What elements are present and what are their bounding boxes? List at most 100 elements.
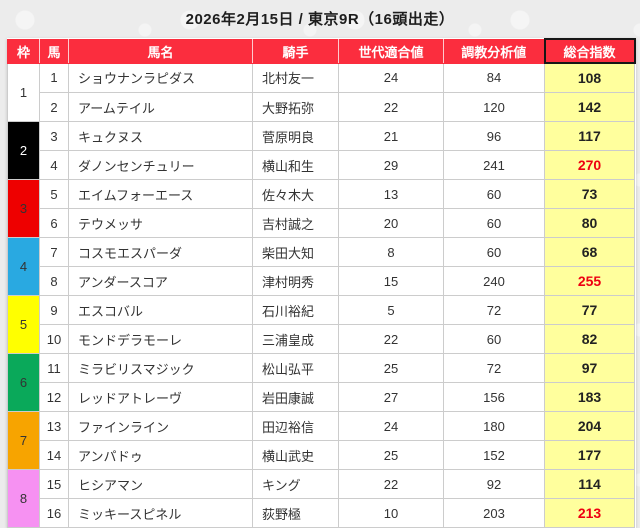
frame-number-cell: 7	[7, 411, 40, 470]
frame-number-cell: 2	[7, 121, 40, 180]
horse-row: 1 1 ショウナンラピダス 北村友一 24 84 108	[7, 62, 635, 122]
horse-row: 6 テウメッサ 吉村誠之 20 60 80	[8, 208, 635, 238]
training-analysis-cell: 72	[443, 353, 545, 383]
horse-row: 7 13 ファインライン 田辺裕信 24 180 204	[7, 411, 635, 470]
frame-number-cell: 3	[7, 179, 40, 238]
horse-number-cell: 16	[39, 498, 69, 528]
generation-fit-cell: 24	[338, 62, 444, 93]
jockey-cell: 津村明秀	[252, 266, 339, 296]
horse-number-cell: 10	[39, 324, 69, 354]
frame-number-cell: 8	[7, 469, 40, 528]
generation-fit-cell: 27	[338, 382, 444, 412]
generation-fit-cell: 29	[338, 150, 444, 180]
training-analysis-cell: 120	[443, 92, 545, 122]
jockey-cell: 石川裕紀	[252, 295, 339, 325]
generation-fit-cell: 5	[338, 295, 444, 325]
generation-fit-cell: 21	[338, 121, 444, 151]
jockey-cell: 大野拓弥	[252, 92, 339, 122]
training-analysis-cell: 84	[443, 62, 545, 93]
horse-row: 10 モンドデラモーレ 三浦皇成 22 60 82	[8, 324, 635, 354]
header-training-analysis: 調教分析値	[443, 38, 545, 64]
horse-number-cell: 9	[39, 295, 69, 325]
horse-number-cell: 3	[39, 121, 69, 151]
jockey-cell: 横山和生	[252, 150, 339, 180]
total-index-cell: 82	[544, 324, 635, 354]
jockey-cell: 田辺裕信	[252, 411, 339, 441]
horse-name-cell: ミッキースピネル	[68, 498, 253, 528]
horse-number-cell: 4	[39, 150, 69, 180]
training-analysis-cell: 96	[443, 121, 545, 151]
horse-row: 16 ミッキースピネル 荻野極 10 203 213	[8, 498, 635, 528]
training-analysis-cell: 92	[443, 469, 545, 499]
total-index-cell: 142	[544, 92, 635, 122]
training-analysis-cell: 60	[443, 324, 545, 354]
horse-name-cell: アンダースコア	[68, 266, 253, 296]
horse-number-cell: 11	[39, 353, 69, 383]
horse-name-cell: アームテイル	[68, 92, 253, 122]
total-index-cell: 213	[544, 498, 635, 528]
total-index-cell: 68	[544, 237, 635, 267]
horse-row: 3 5 エイムフォーエース 佐々木大 13 60 73	[7, 179, 635, 238]
header-jockey: 騎手	[252, 38, 339, 64]
horse-row: 5 9 エスコバル 石川裕紀 5 72 77	[7, 295, 635, 354]
training-analysis-cell: 180	[443, 411, 545, 441]
horse-row: 4 7 コスモエスパーダ 柴田大知 8 60 68	[7, 237, 635, 296]
training-analysis-cell: 240	[443, 266, 545, 296]
horse-name-cell: ヒシアマン	[68, 469, 253, 499]
horse-number-cell: 8	[39, 266, 69, 296]
total-index-cell: 204	[544, 411, 635, 441]
jockey-cell: 吉村誠之	[252, 208, 339, 238]
generation-fit-cell: 20	[338, 208, 444, 238]
generation-fit-cell: 22	[338, 92, 444, 122]
horse-name-cell: ショウナンラピダス	[68, 62, 253, 93]
header-total-index: 総合指数	[543, 38, 636, 64]
total-index-cell: 270	[544, 150, 635, 180]
total-index-cell: 177	[544, 440, 635, 470]
total-index-cell: 80	[544, 208, 635, 238]
horse-name-cell: エイムフォーエース	[68, 179, 253, 209]
jockey-cell: 岩田康誠	[252, 382, 339, 412]
horse-number-cell: 13	[39, 411, 69, 441]
horse-number-cell: 14	[39, 440, 69, 470]
total-index-cell: 183	[544, 382, 635, 412]
generation-fit-cell: 15	[338, 266, 444, 296]
horse-row: 12 レッドアトレーヴ 岩田康誠 27 156 183	[8, 382, 635, 412]
jockey-cell: 横山武史	[252, 440, 339, 470]
generation-fit-cell: 10	[338, 498, 444, 528]
training-analysis-cell: 156	[443, 382, 545, 412]
total-index-cell: 97	[544, 353, 635, 383]
total-index-cell: 114	[544, 469, 635, 499]
jockey-cell: 三浦皇成	[252, 324, 339, 354]
horse-name-cell: エスコバル	[68, 295, 253, 325]
generation-fit-cell: 25	[338, 440, 444, 470]
horse-name-cell: テウメッサ	[68, 208, 253, 238]
header-generation-fit: 世代適合値	[338, 38, 444, 64]
training-analysis-cell: 72	[443, 295, 545, 325]
horse-number-cell: 7	[39, 237, 69, 267]
header-frame: 枠	[7, 38, 40, 64]
horse-number-cell: 15	[39, 469, 69, 499]
generation-fit-cell: 22	[338, 469, 444, 499]
horse-name-cell: レッドアトレーヴ	[68, 382, 253, 412]
horse-name-cell: コスモエスパーダ	[68, 237, 253, 267]
horse-row: 6 11 ミラビリスマジック 松山弘平 25 72 97	[7, 353, 635, 412]
generation-fit-cell: 25	[338, 353, 444, 383]
training-analysis-cell: 60	[443, 237, 545, 267]
table-header-row: 枠 馬 馬名 騎手 世代適合値 調教分析値 総合指数	[7, 38, 636, 64]
horse-row: 2 アームテイル 大野拓弥 22 120 142	[8, 92, 635, 122]
jockey-cell: 松山弘平	[252, 353, 339, 383]
horse-row: 8 15 ヒシアマン キング 22 92 114	[7, 469, 635, 528]
frame-number-cell: 5	[7, 295, 40, 354]
race-analysis-table: 枠 馬 馬名 騎手 世代適合値 調教分析値 総合指数 1 1 ショウナンラピダス 北村…	[7, 38, 636, 528]
training-analysis-cell: 241	[443, 150, 545, 180]
header-horse-number: 馬	[39, 38, 69, 64]
race-title: 2026年2月15日 / 東京9R（16頭出走）	[185, 11, 455, 28]
jockey-cell: キング	[252, 469, 339, 499]
horse-number-cell: 2	[39, 92, 69, 122]
horse-name-cell: ファインライン	[68, 411, 253, 441]
horse-name-cell: モンドデラモーレ	[68, 324, 253, 354]
horse-number-cell: 1	[39, 62, 69, 93]
horse-row: 8 アンダースコア 津村明秀 15 240 255	[8, 266, 635, 296]
jockey-cell: 柴田大知	[252, 237, 339, 267]
